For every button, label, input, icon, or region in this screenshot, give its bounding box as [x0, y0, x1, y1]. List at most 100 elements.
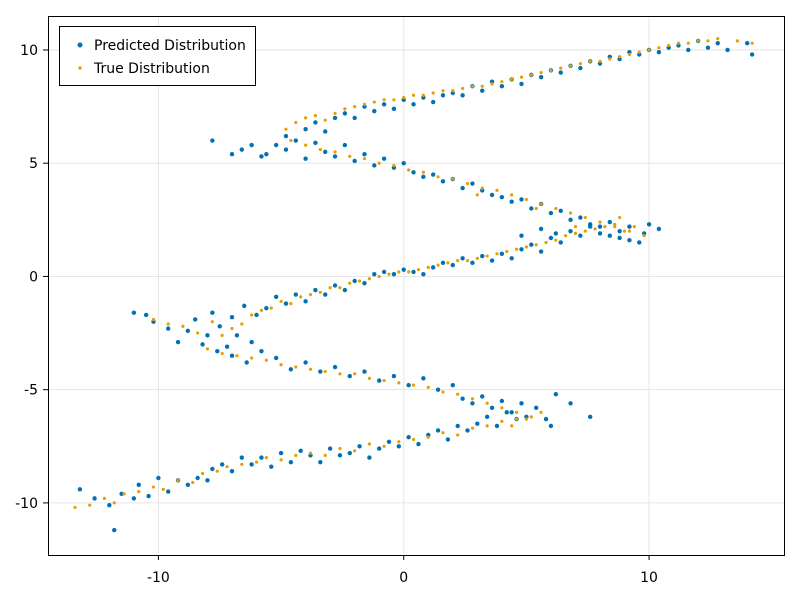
predicted-point [362, 151, 367, 157]
true-point [461, 86, 465, 91]
predicted-point [107, 502, 112, 508]
true-point [436, 263, 440, 267]
true-point [269, 306, 273, 310]
true-point [250, 356, 254, 360]
predicted-point [254, 312, 259, 318]
predicted-point [332, 115, 338, 121]
predicted-point [435, 387, 441, 392]
true-point [465, 258, 470, 263]
predicted-point [303, 360, 308, 365]
true-point [465, 181, 470, 186]
true-point [196, 331, 200, 335]
predicted-point [156, 475, 161, 481]
true-point [495, 252, 499, 256]
true-point [514, 410, 519, 414]
predicted-point [362, 369, 367, 374]
true-point [308, 451, 313, 455]
predicted-point [200, 342, 205, 347]
true-point [554, 206, 558, 211]
true-point [524, 245, 529, 249]
true-point [544, 240, 548, 245]
predicted-point [637, 240, 642, 245]
predicted-point [470, 401, 475, 406]
true-point [573, 225, 578, 229]
predicted-point [607, 54, 613, 59]
true-point [348, 281, 352, 285]
predicted-point [308, 453, 313, 458]
predicted-point [185, 328, 191, 333]
predicted-point [323, 129, 328, 134]
true-point [411, 383, 416, 387]
true-point [632, 225, 636, 229]
predicted-point [259, 455, 264, 460]
true-point [573, 231, 578, 236]
true-point [377, 161, 381, 165]
true-point [534, 206, 538, 211]
predicted-point [558, 240, 563, 245]
predicted-point [303, 156, 308, 161]
predicted-point [421, 376, 426, 381]
true-point [304, 116, 308, 120]
true-point [554, 238, 558, 242]
predicted-point [347, 450, 352, 456]
true-point [559, 66, 563, 70]
predicted-point [293, 292, 298, 297]
predicted-point [568, 228, 573, 234]
true-point [343, 107, 347, 111]
true-point [485, 424, 489, 428]
predicted-point [465, 428, 470, 433]
y-tick-label: 0 [29, 269, 38, 285]
true-point [397, 381, 401, 385]
predicted-point [607, 233, 613, 238]
true-point [328, 286, 332, 290]
y-tick-label: -5 [24, 383, 38, 399]
true-point [598, 220, 602, 224]
legend: Predicted Distribution True Distribution [59, 26, 256, 86]
true-point [456, 258, 460, 263]
predicted-point [489, 258, 495, 263]
true-point [318, 290, 322, 294]
legend-marker-predicted [77, 42, 83, 48]
predicted-point [298, 448, 303, 454]
predicted-point [362, 104, 367, 109]
true-point [289, 138, 293, 143]
predicted-point [175, 339, 181, 345]
legend-label-true: True Distribution [93, 61, 210, 77]
true-point [240, 322, 244, 326]
predicted-point [224, 344, 230, 349]
true-point [578, 61, 582, 66]
y-tick-label: 10 [20, 43, 38, 59]
predicted-point [460, 396, 465, 401]
true-point [603, 225, 607, 229]
true-point [220, 351, 224, 356]
predicted-point [391, 271, 397, 277]
predicted-point [499, 84, 505, 89]
x-tick-label: 10 [640, 570, 658, 586]
true-point [367, 277, 371, 281]
predicted-point [421, 271, 426, 277]
predicted-point [377, 378, 382, 383]
predicted-point [627, 224, 632, 229]
predicted-point [313, 140, 318, 146]
predicted-point [239, 455, 245, 460]
predicted-point [131, 310, 137, 315]
true-point [436, 175, 440, 179]
true-point [568, 211, 573, 215]
predicted-point [548, 235, 554, 241]
true-point [426, 265, 430, 269]
true-point [323, 369, 327, 374]
true-point [73, 505, 77, 510]
true-point [416, 268, 421, 272]
predicted-point [416, 441, 421, 447]
true-point [191, 480, 195, 485]
predicted-point [450, 90, 455, 96]
predicted-point [548, 423, 554, 429]
true-point [308, 367, 313, 371]
predicted-point [421, 95, 426, 100]
predicted-point [529, 206, 534, 211]
predicted-point [480, 253, 485, 259]
true-point [485, 401, 489, 405]
true-point [392, 98, 396, 102]
predicted-point [386, 439, 392, 444]
true-point [564, 234, 568, 238]
